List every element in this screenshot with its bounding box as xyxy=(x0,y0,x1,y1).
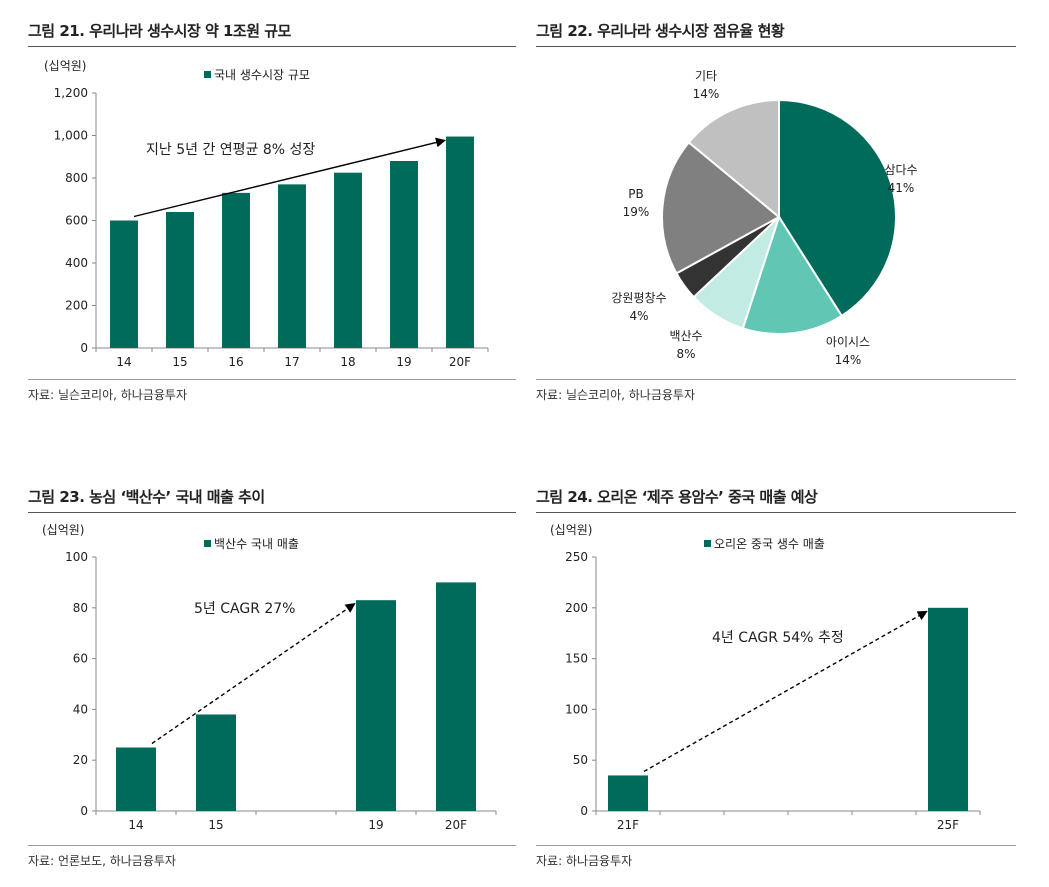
legend-label: 백산수 국내 매출 xyxy=(214,537,299,551)
y-tick-label: 50 xyxy=(573,753,588,767)
bar xyxy=(928,607,968,811)
y-tick-label: 0 xyxy=(580,804,588,818)
source-rule xyxy=(28,845,516,846)
y-tick-label: 40 xyxy=(73,702,88,716)
pie-chart-market-share: 삼다수 41% 아이시스 14% 백산수 8% 강원평창수 4% PB 19% 기타 14% xyxy=(611,69,917,367)
y-tick-label: 200 xyxy=(65,299,88,313)
bar xyxy=(356,600,396,811)
x-tick-label: 18 xyxy=(340,355,355,369)
bar xyxy=(390,161,418,348)
x-tick-label: 15 xyxy=(208,818,223,832)
chart-panel-2: 그림 22. 우리나라 생수시장 점유율 현황 삼다수 41% 아이시스 14% 백산수… xyxy=(536,0,1016,420)
x-tick-label: 15 xyxy=(172,355,187,369)
x-tick-label: 14 xyxy=(116,355,131,369)
source-rule xyxy=(536,845,1016,846)
bar xyxy=(278,184,306,348)
legend-swatch xyxy=(204,540,211,547)
pie-slice xyxy=(661,141,781,275)
y-tick-label: 200 xyxy=(565,601,588,615)
bar xyxy=(608,775,648,811)
y-tick-label: 0 xyxy=(80,341,88,355)
slice-label: 강원평창수 xyxy=(611,291,666,305)
y-tick-label: 100 xyxy=(65,550,88,564)
source-rule xyxy=(536,379,1016,380)
slice-label: PB xyxy=(628,187,643,201)
slice-value-label: 8% xyxy=(676,347,695,361)
chart-panel-1: 그림 21. 우리나라 생수시장 약 1조원 규모 (십억원) 국내 생수시장 규… xyxy=(28,0,516,420)
source-note: 자료: 언론보도, 하나금융투자 xyxy=(28,854,176,868)
y-tick-label: 60 xyxy=(73,652,88,666)
bar xyxy=(110,220,138,348)
trend-arrow xyxy=(643,610,928,773)
slice-value-label: 14% xyxy=(835,353,862,367)
source-note: 자료: 닐슨코리아, 하나금융투자 xyxy=(536,388,696,402)
y-tick-label: 1,200 xyxy=(54,86,88,100)
legend-swatch xyxy=(204,71,211,78)
y-tick-label: 0 xyxy=(80,804,88,818)
slice-value-label: 4% xyxy=(629,309,648,323)
x-tick-label: 19 xyxy=(396,355,411,369)
y-tick-label: 600 xyxy=(65,214,88,228)
slice-value-label: 14% xyxy=(693,87,720,101)
chart-title: 그림 21. 우리나라 생수시장 약 1조원 규모 xyxy=(28,22,291,40)
bar-chart-market-size: (십억원) 국내 생수시장 규모 0 200 400 600 800 1,000 1,200 14… xyxy=(44,59,489,369)
legend-label: 국내 생수시장 규모 xyxy=(214,68,310,82)
source-rule xyxy=(28,379,516,380)
x-tick-label: 25F xyxy=(937,818,959,832)
y-unit-label: (십억원) xyxy=(550,523,592,537)
x-tick-label: 14 xyxy=(128,818,143,832)
y-tick-label: 20 xyxy=(73,753,88,767)
slice-label: 백산수 xyxy=(669,329,702,343)
slice-label: 삼다수 xyxy=(884,163,917,177)
trend-annotation: 5년 CAGR 27% xyxy=(194,601,296,617)
y-tick-label: 250 xyxy=(565,550,588,564)
y-tick-label: 1,000 xyxy=(54,129,88,143)
y-tick-label: 80 xyxy=(73,601,88,615)
y-unit-label: (십억원) xyxy=(44,59,86,73)
trend-annotation: 4년 CAGR 54% 추정 xyxy=(712,630,844,646)
trend-annotation: 지난 5년 간 연평균 8% 성장 xyxy=(146,142,315,158)
chart-panel-4: 그림 24. 오리온 ‘제주 용암수’ 중국 매출 예상 (십억원) 오리온 중국… xyxy=(536,470,1016,887)
title-rule xyxy=(28,512,516,513)
trend-arrow xyxy=(133,137,446,218)
trend-arrow xyxy=(151,603,356,745)
chart-title: 그림 22. 우리나라 생수시장 점유율 현황 xyxy=(536,22,785,40)
slice-label: 아이시스 xyxy=(826,335,870,349)
x-tick-label: 17 xyxy=(284,355,299,369)
legend-label: 오리온 중국 생수 매출 xyxy=(714,537,825,551)
y-tick-label: 400 xyxy=(65,256,88,270)
bar xyxy=(334,172,362,348)
chart-title: 그림 23. 농심 ‘백산수’ 국내 매출 추이 xyxy=(28,488,265,506)
slice-label: 기타 xyxy=(695,69,717,83)
bar xyxy=(196,714,236,811)
bar xyxy=(436,582,476,811)
x-tick-label: 20F xyxy=(449,355,471,369)
x-tick-label: 19 xyxy=(368,818,383,832)
source-note: 자료: 하나금융투자 xyxy=(536,854,633,868)
y-tick-label: 100 xyxy=(565,702,588,716)
chart-title: 그림 24. 오리온 ‘제주 용암수’ 중국 매출 예상 xyxy=(536,488,818,506)
bar-chart-baeksansu: (십억원) 백산수 국내 매출 0 20 40 60 80 100 14 15 19 20F 5년 CA… xyxy=(42,523,497,832)
pie-slice xyxy=(741,214,844,335)
bar xyxy=(116,747,156,811)
bar xyxy=(222,192,250,348)
slice-value-label: 41% xyxy=(888,181,915,195)
legend-swatch xyxy=(704,540,711,547)
pie-slice xyxy=(687,98,780,220)
y-unit-label: (십억원) xyxy=(42,523,84,537)
x-tick-label: 21F xyxy=(617,818,639,832)
slice-value-label: 19% xyxy=(623,205,650,219)
y-tick-label: 800 xyxy=(65,171,88,185)
bar xyxy=(166,212,194,348)
title-rule xyxy=(536,46,1016,47)
title-rule xyxy=(28,46,516,47)
x-tick-label: 20F xyxy=(445,818,467,832)
source-note: 자료: 닐슨코리아, 하나금융투자 xyxy=(28,388,188,402)
bar xyxy=(446,136,474,348)
x-tick-label: 16 xyxy=(228,355,243,369)
bar-chart-orion-jeju: (십억원) 오리온 중국 생수 매출 0 50 100 150 200 250 21F 25F 4년… xyxy=(550,523,981,832)
title-rule xyxy=(536,512,1016,513)
y-tick-label: 150 xyxy=(565,652,588,666)
chart-panel-3: 그림 23. 농심 ‘백산수’ 국내 매출 추이 (십억원) 백산수 국내 매출 0… xyxy=(28,470,516,887)
